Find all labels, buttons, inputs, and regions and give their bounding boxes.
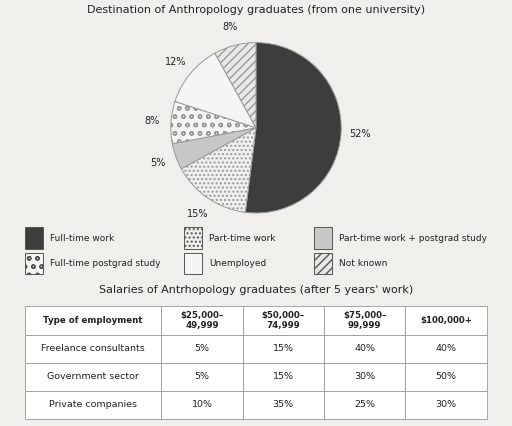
Text: 52%: 52% bbox=[349, 130, 371, 139]
Text: 5%: 5% bbox=[195, 372, 209, 381]
Bar bbox=[243, 363, 324, 391]
Bar bbox=[314, 227, 332, 249]
Text: Full-time postgrad study: Full-time postgrad study bbox=[51, 259, 161, 268]
Text: 30%: 30% bbox=[354, 372, 375, 381]
Bar bbox=[405, 363, 487, 391]
Bar bbox=[161, 363, 243, 391]
Wedge shape bbox=[181, 128, 256, 212]
Bar bbox=[314, 253, 332, 274]
Text: Unemployed: Unemployed bbox=[209, 259, 267, 268]
Bar bbox=[324, 334, 405, 363]
Bar bbox=[184, 227, 202, 249]
Text: 35%: 35% bbox=[273, 400, 294, 409]
Text: 30%: 30% bbox=[436, 400, 457, 409]
Wedge shape bbox=[171, 101, 256, 144]
Text: 15%: 15% bbox=[187, 209, 208, 219]
Bar bbox=[405, 306, 487, 334]
Text: 10%: 10% bbox=[191, 400, 212, 409]
Text: 8%: 8% bbox=[144, 116, 160, 126]
Bar bbox=[405, 334, 487, 363]
Bar bbox=[25, 363, 161, 391]
Text: 8%: 8% bbox=[223, 22, 238, 32]
Bar bbox=[324, 306, 405, 334]
Wedge shape bbox=[215, 43, 256, 128]
Text: 15%: 15% bbox=[273, 372, 294, 381]
Text: 40%: 40% bbox=[436, 344, 457, 353]
Text: Salaries of Antrhopology graduates (after 5 years' work): Salaries of Antrhopology graduates (afte… bbox=[99, 285, 413, 295]
Bar bbox=[405, 391, 487, 419]
Text: 40%: 40% bbox=[354, 344, 375, 353]
Text: Private companies: Private companies bbox=[49, 400, 137, 409]
Wedge shape bbox=[173, 128, 256, 169]
Text: Part-time work: Part-time work bbox=[209, 233, 276, 242]
Text: Part-time work + postgrad study: Part-time work + postgrad study bbox=[339, 233, 487, 242]
Text: $100,000+: $100,000+ bbox=[420, 316, 472, 325]
Text: 12%: 12% bbox=[165, 57, 187, 66]
Bar bbox=[243, 306, 324, 334]
Wedge shape bbox=[175, 53, 256, 128]
Text: 5%: 5% bbox=[195, 344, 209, 353]
Text: $25,000–
49,999: $25,000– 49,999 bbox=[180, 311, 224, 330]
Bar bbox=[243, 391, 324, 419]
Bar bbox=[25, 306, 161, 334]
Text: Type of employment: Type of employment bbox=[44, 316, 143, 325]
Bar bbox=[184, 253, 202, 274]
Text: $50,000–
74,999: $50,000– 74,999 bbox=[262, 311, 305, 330]
Bar bbox=[324, 391, 405, 419]
Text: 25%: 25% bbox=[354, 400, 375, 409]
Title: Destination of Anthropology graduates (from one university): Destination of Anthropology graduates (f… bbox=[87, 5, 425, 15]
Bar bbox=[161, 306, 243, 334]
Wedge shape bbox=[245, 43, 341, 213]
Text: Full-time work: Full-time work bbox=[51, 233, 115, 242]
Bar bbox=[25, 334, 161, 363]
Text: Government sector: Government sector bbox=[47, 372, 139, 381]
Text: $75,000–
99,999: $75,000– 99,999 bbox=[343, 311, 386, 330]
Bar bbox=[25, 227, 44, 249]
Text: 50%: 50% bbox=[436, 372, 457, 381]
Bar bbox=[161, 334, 243, 363]
Text: 15%: 15% bbox=[273, 344, 294, 353]
Bar bbox=[243, 334, 324, 363]
Text: Not known: Not known bbox=[339, 259, 388, 268]
Text: Freelance consultants: Freelance consultants bbox=[41, 344, 145, 353]
Bar bbox=[161, 391, 243, 419]
Text: 5%: 5% bbox=[151, 158, 166, 168]
Bar bbox=[25, 253, 44, 274]
Bar bbox=[324, 363, 405, 391]
Bar bbox=[25, 391, 161, 419]
